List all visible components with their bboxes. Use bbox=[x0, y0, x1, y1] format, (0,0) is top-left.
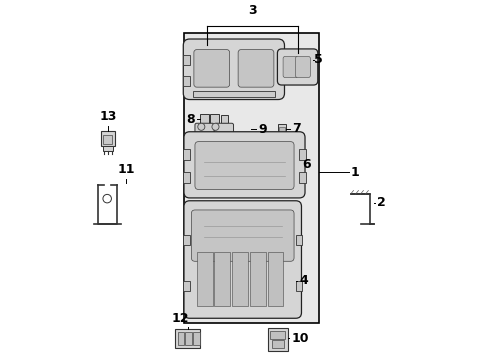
Text: 3: 3 bbox=[247, 4, 256, 17]
Bar bbox=[210, 114, 218, 125]
Bar bbox=[200, 114, 208, 125]
Bar bbox=[279, 127, 285, 136]
Bar bbox=[193, 91, 274, 97]
Bar bbox=[103, 135, 112, 144]
Bar bbox=[267, 328, 287, 351]
Text: 11: 11 bbox=[117, 163, 134, 176]
Bar bbox=[184, 33, 318, 323]
Bar bbox=[249, 252, 265, 306]
Bar bbox=[185, 332, 191, 345]
Bar bbox=[182, 172, 189, 183]
Bar bbox=[232, 252, 247, 306]
Bar bbox=[102, 145, 113, 150]
FancyBboxPatch shape bbox=[295, 57, 310, 78]
Text: 8: 8 bbox=[186, 113, 195, 126]
FancyBboxPatch shape bbox=[195, 141, 293, 189]
Bar bbox=[295, 282, 302, 291]
Text: 5: 5 bbox=[313, 53, 322, 66]
Bar bbox=[271, 340, 283, 348]
Bar bbox=[270, 330, 285, 339]
Bar bbox=[175, 329, 200, 348]
Bar bbox=[299, 149, 306, 161]
Bar bbox=[193, 332, 199, 345]
Bar bbox=[196, 252, 212, 306]
FancyBboxPatch shape bbox=[238, 50, 273, 87]
Bar bbox=[101, 131, 114, 146]
Bar bbox=[183, 76, 189, 86]
Bar bbox=[177, 332, 183, 345]
Text: 9: 9 bbox=[258, 123, 267, 136]
Text: 10: 10 bbox=[291, 332, 308, 345]
Text: 2: 2 bbox=[376, 197, 385, 210]
Bar bbox=[221, 116, 227, 123]
Bar bbox=[183, 235, 189, 246]
Bar bbox=[278, 66, 283, 76]
FancyBboxPatch shape bbox=[191, 210, 293, 261]
Bar bbox=[183, 282, 189, 291]
Text: 12: 12 bbox=[172, 312, 189, 325]
FancyBboxPatch shape bbox=[194, 50, 229, 87]
Text: 1: 1 bbox=[350, 166, 359, 179]
Circle shape bbox=[197, 123, 204, 130]
Bar bbox=[267, 252, 283, 306]
Bar bbox=[214, 252, 230, 306]
FancyBboxPatch shape bbox=[183, 201, 301, 318]
Bar bbox=[182, 149, 189, 161]
Text: 7: 7 bbox=[292, 122, 301, 135]
FancyBboxPatch shape bbox=[183, 132, 305, 198]
Circle shape bbox=[102, 194, 111, 203]
Circle shape bbox=[211, 123, 219, 130]
Text: 13: 13 bbox=[100, 110, 117, 123]
Bar bbox=[299, 172, 306, 183]
FancyBboxPatch shape bbox=[183, 39, 284, 99]
Text: 4: 4 bbox=[299, 274, 307, 287]
FancyBboxPatch shape bbox=[277, 49, 317, 85]
FancyBboxPatch shape bbox=[214, 123, 233, 136]
FancyBboxPatch shape bbox=[283, 57, 297, 78]
Text: 6: 6 bbox=[301, 158, 310, 171]
FancyBboxPatch shape bbox=[195, 123, 214, 136]
Bar bbox=[183, 55, 189, 65]
Bar bbox=[295, 235, 302, 246]
Bar bbox=[278, 124, 285, 138]
